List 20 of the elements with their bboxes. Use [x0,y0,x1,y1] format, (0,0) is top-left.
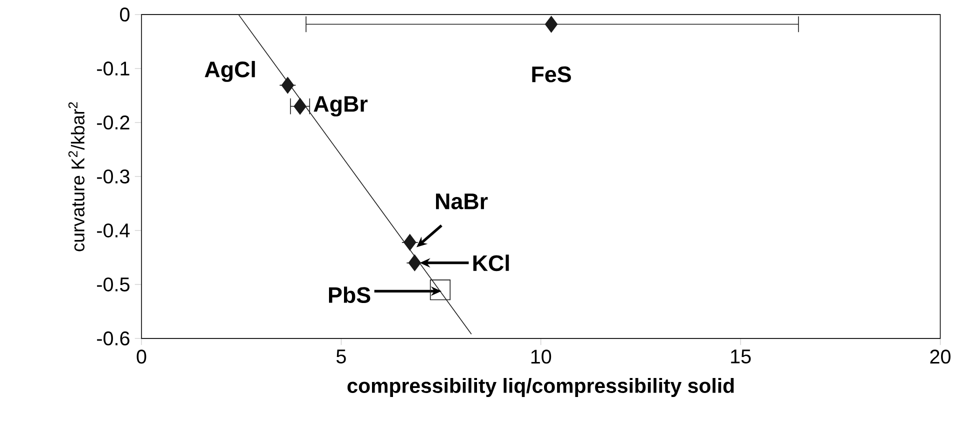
annotation: AgBr [314,96,368,116]
y-tick-label: -0.5 [97,278,130,292]
annotation: FeS [532,66,571,82]
y-tick-label: -0.4 [97,224,130,238]
annotation: AgCl [204,61,255,82]
y-tick-label: -0.1 [97,62,130,76]
y-tick-label: -0.2 [97,116,130,130]
annotation: NaBr [436,194,488,210]
annotation: PbS [329,286,370,304]
x-tick-label: 5 [336,350,346,364]
annotation: KCl [473,254,509,272]
x-axis-title: compressibility liq/compressibility solid [348,378,734,398]
y-tick-label: -0.6 [97,332,130,346]
y-axis-title: curvature K$^{2}$/kbar$^{2}$ [68,102,84,252]
x-tick-label: 10 [531,350,552,364]
y-tick-label: -0.3 [97,170,130,184]
x-tick-label: 0 [136,350,146,364]
y-tick-label: 0 [120,8,130,22]
x-tick-label: 15 [731,350,751,364]
x-tick-label: 20 [930,350,950,364]
